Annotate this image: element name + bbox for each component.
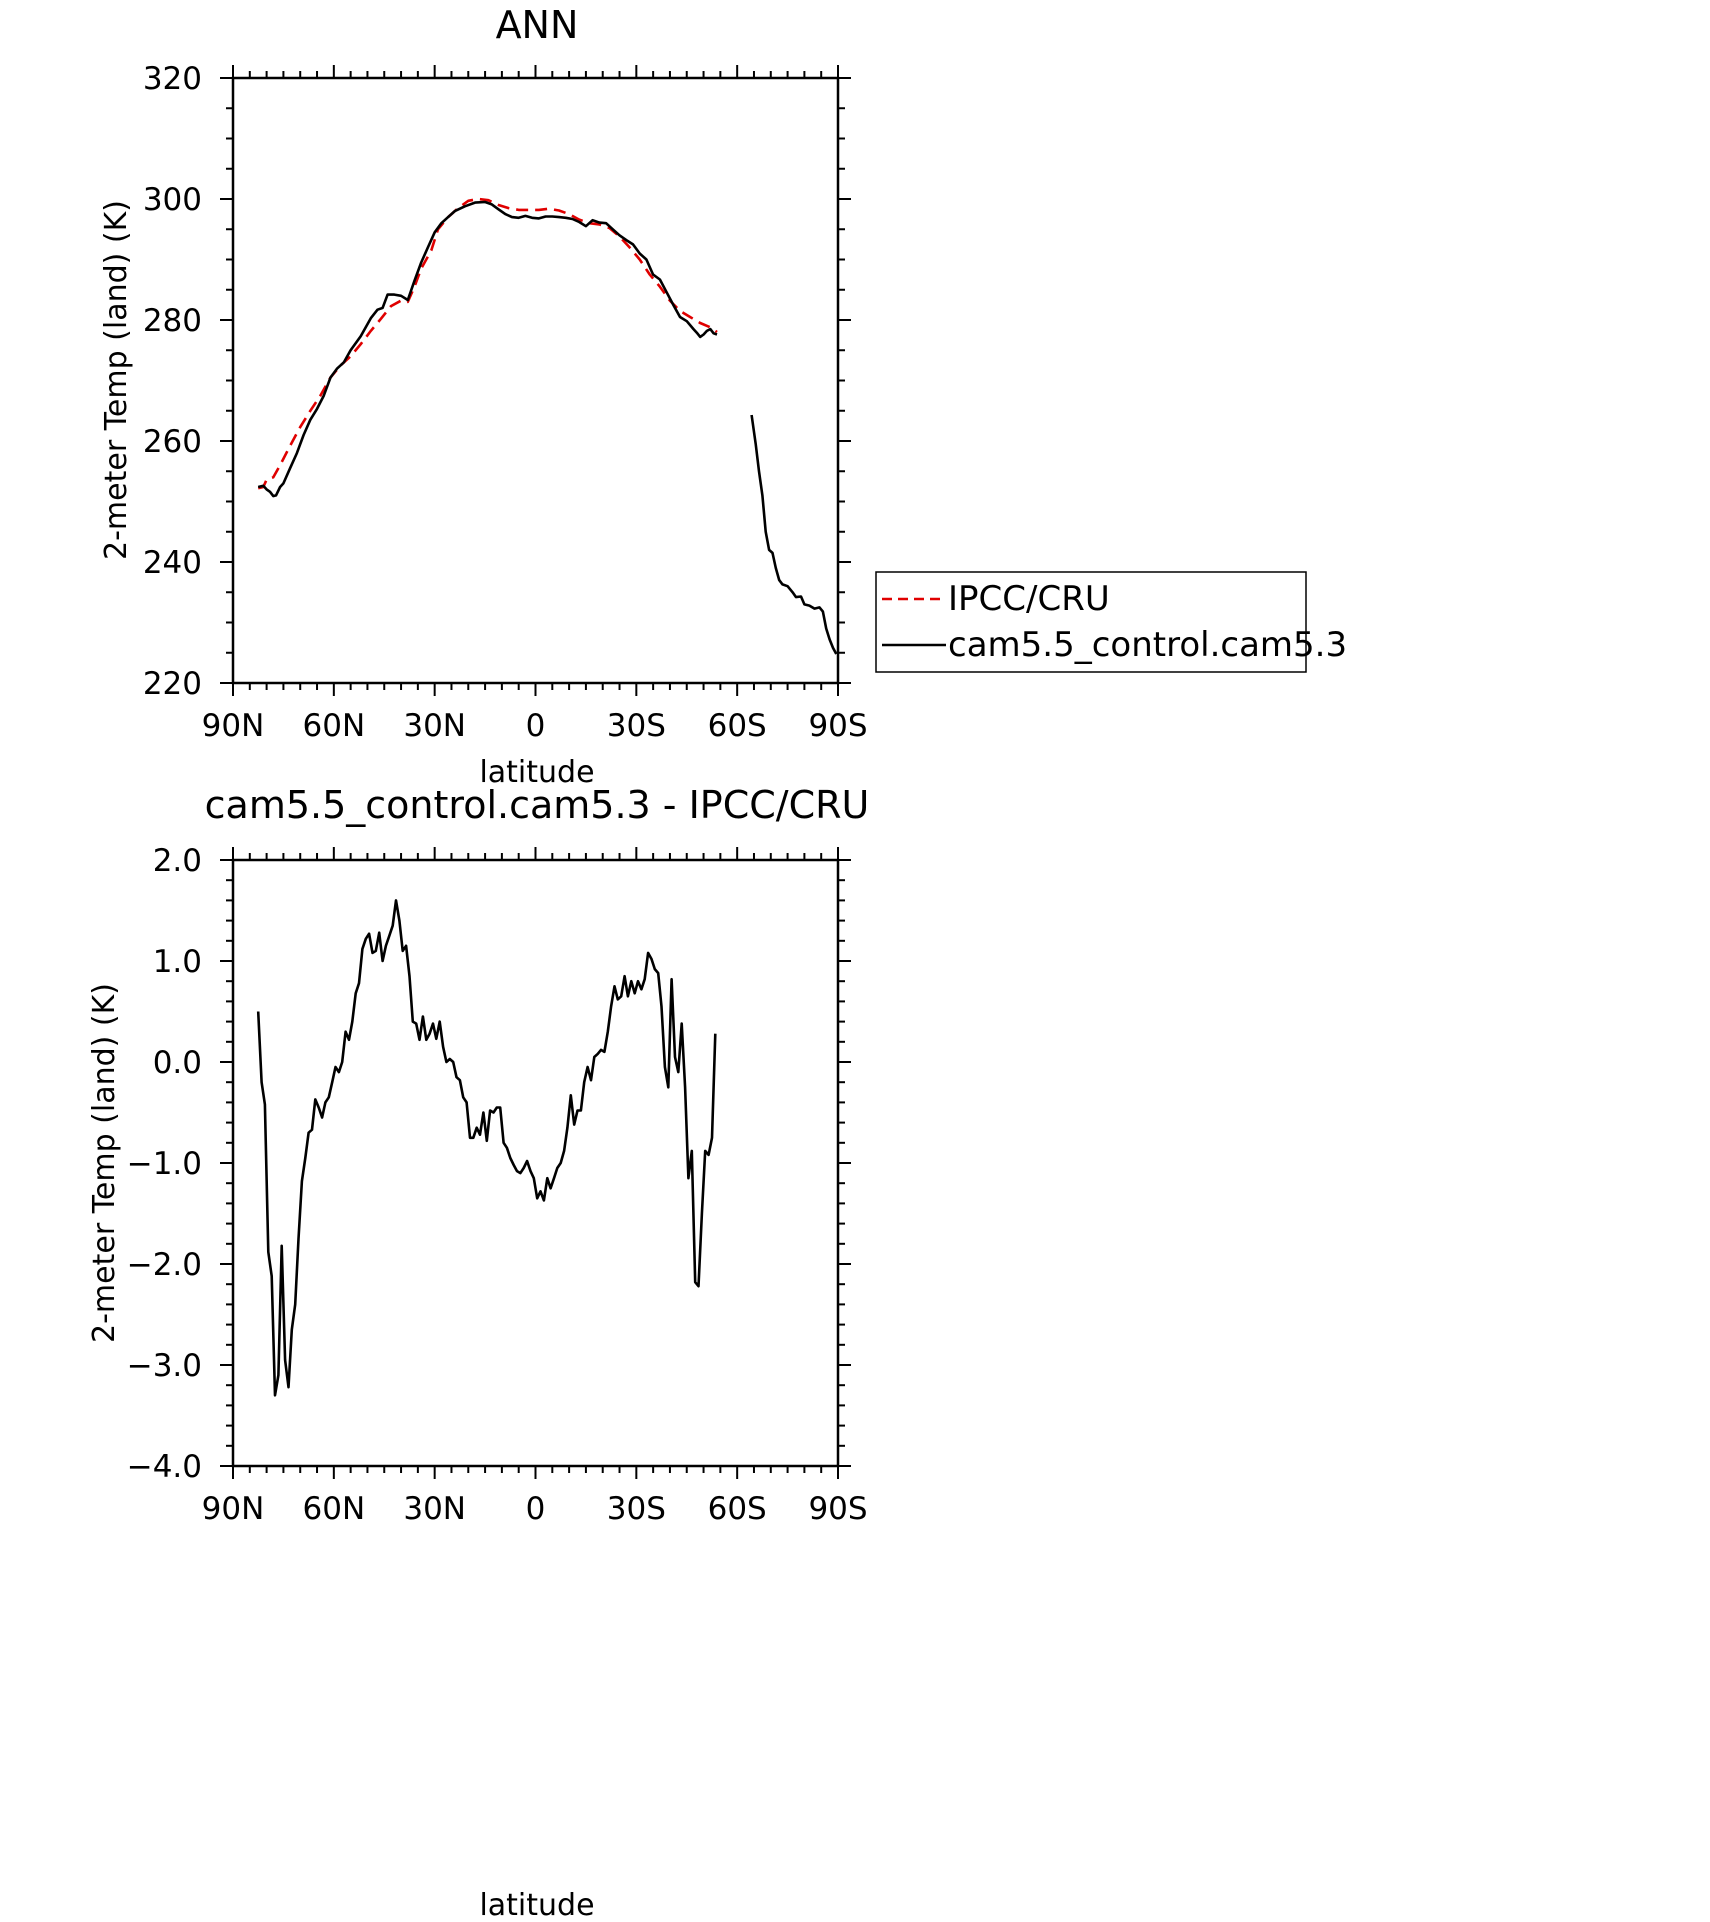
plot-frame <box>231 76 840 685</box>
series-line-0 <box>257 197 718 490</box>
y-tick-label: −2.0 <box>127 1247 202 1283</box>
plot-frame <box>231 858 840 1468</box>
plot-lines <box>256 899 717 1397</box>
x-tick-label: 90N <box>202 1491 265 1527</box>
y-tick-label: −4.0 <box>127 1449 202 1485</box>
x-tick-labels: 90N 60N 30N 0 30S 60S 90S <box>202 708 868 744</box>
y-tick-labels: −4.0 −3.0 −2.0 −1.0 0.0 1.0 2.0 <box>127 843 202 1485</box>
y-axis-title: 2-meter Temp (land) (K) <box>99 200 134 560</box>
panel-annual-zonal-mean: ANN 2-meter Temp (land) (K) latitude 220… <box>99 3 868 790</box>
legend: IPCC/CRU cam5.5_control.cam5.3 <box>875 571 1347 673</box>
y-tick-label: −1.0 <box>127 1146 202 1182</box>
legend-box <box>875 571 1307 673</box>
x-axis-title: latitude <box>479 755 594 790</box>
chart-title: cam5.5_control.cam5.3 - IPCC/CRU <box>205 783 870 827</box>
legend-label-obs: IPCC/CRU <box>948 579 1110 619</box>
axis-ticks <box>220 65 851 696</box>
axis-ticks <box>220 847 851 1479</box>
x-tick-label: 30N <box>403 1491 466 1527</box>
x-tick-label: 0 <box>526 1491 546 1527</box>
panel-difference: cam5.5_control.cam5.3 - IPCC/CRU 2-meter… <box>87 783 869 1922</box>
plot-lines <box>257 197 838 655</box>
y-tick-label: 1.0 <box>153 944 202 980</box>
x-tick-label: 60S <box>708 708 767 744</box>
y-axis-title: 2-meter Temp (land) (K) <box>87 983 122 1343</box>
y-tick-label: 0.0 <box>153 1045 202 1081</box>
x-tick-label: 60N <box>303 1491 366 1527</box>
y-tick-label: 2.0 <box>153 843 202 879</box>
x-axis-title: latitude <box>479 1888 594 1922</box>
series-line-1 <box>750 414 838 655</box>
chart-title: ANN <box>496 3 579 47</box>
x-tick-label: 90S <box>808 708 867 744</box>
x-tick-label: 60N <box>303 708 366 744</box>
x-tick-label: 90N <box>202 708 265 744</box>
series-line-1 <box>257 200 718 498</box>
series-line-0 <box>256 899 717 1397</box>
y-tick-label: 260 <box>143 424 202 460</box>
y-tick-label: 240 <box>143 545 202 581</box>
x-tick-labels: 90N 60N 30N 0 30S 60S 90S <box>202 1491 868 1527</box>
x-tick-label: 0 <box>526 708 546 744</box>
y-tick-label: 320 <box>143 61 202 97</box>
x-tick-label: 30S <box>607 708 666 744</box>
x-tick-label: 60S <box>708 1491 767 1527</box>
x-tick-label: 30S <box>607 1491 666 1527</box>
y-tick-label: 300 <box>143 182 202 218</box>
y-tick-label: 220 <box>143 666 202 702</box>
x-tick-label: 30N <box>403 708 466 744</box>
legend-label-model: cam5.5_control.cam5.3 <box>948 625 1347 665</box>
x-tick-label: 90S <box>808 1491 867 1527</box>
y-tick-label: −3.0 <box>127 1348 202 1384</box>
y-tick-labels: 220 240 260 280 300 320 <box>143 61 202 702</box>
y-tick-label: 280 <box>143 303 202 339</box>
